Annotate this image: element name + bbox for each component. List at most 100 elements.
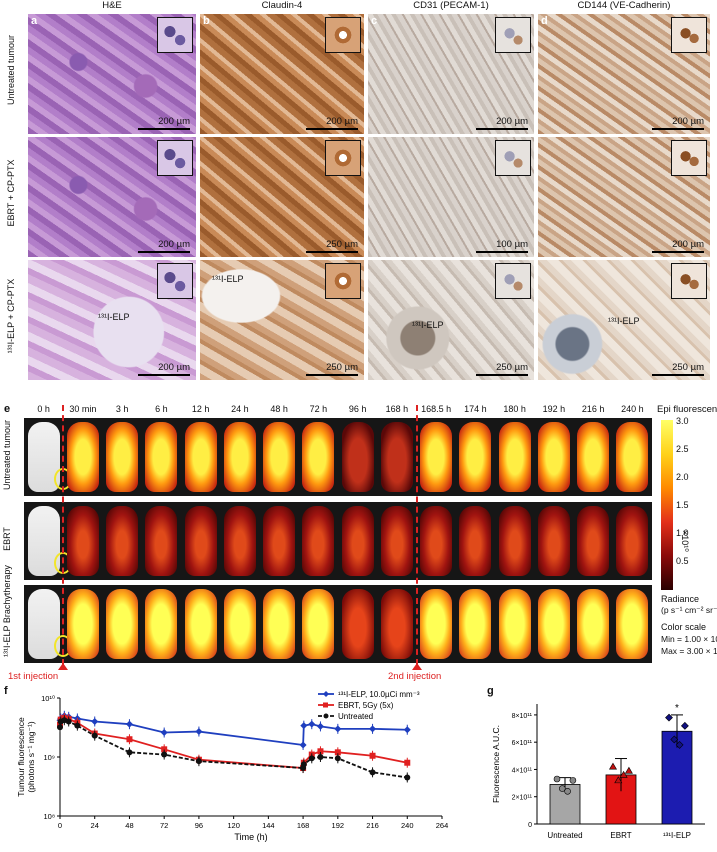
mouse-image <box>380 422 413 492</box>
data-point <box>91 732 98 739</box>
x-tick-label: 264 <box>436 821 449 830</box>
magnified-inset <box>671 263 707 299</box>
timepoint-label: 12 h <box>191 404 210 414</box>
timepoint-label: 24 h <box>231 404 249 414</box>
column-title: Claudin-4 <box>261 0 303 11</box>
mouse-image <box>498 422 531 492</box>
timepoint-label: 168 h <box>385 404 409 414</box>
mouse-image <box>498 506 531 576</box>
scale-bar-label: 250 µm <box>326 362 358 373</box>
x-tick-label: 216 <box>366 821 379 830</box>
mouse-image <box>459 422 492 492</box>
mouse-image <box>577 589 610 659</box>
color-scale-min: Min = 1.00 × 10⁹ <box>661 634 717 644</box>
mouse-image <box>263 506 296 576</box>
mouse-image <box>184 506 217 576</box>
data-point <box>126 749 133 756</box>
data-point <box>670 735 679 744</box>
data-point <box>369 725 377 733</box>
data-point <box>404 759 411 766</box>
micrograph-tile: c 200 µm <box>368 14 534 134</box>
histology-row-label: EBRT + CP-PTX <box>6 159 16 227</box>
data-point <box>316 722 324 730</box>
legend-marker <box>323 702 328 708</box>
micrograph-tile: 200 µm <box>28 137 196 257</box>
scale-bar: 250 µm <box>652 362 704 376</box>
mouse-image <box>302 589 335 659</box>
injection-label: 2nd injection <box>388 671 442 682</box>
mouse-image <box>145 589 178 659</box>
y-tick-label: 10⁹ <box>43 753 55 762</box>
legend-label: Untreated <box>338 712 373 721</box>
legend-label: EBRT, 5Gy (5x) <box>338 701 394 710</box>
y-tick-label: 10⁸ <box>43 812 55 821</box>
y-axis-label: Fluorescence A.U.C. <box>491 725 501 803</box>
imaging-row-label: Untreated tumour <box>2 419 12 490</box>
scale-bar-label: 250 µm <box>672 362 704 373</box>
significance-mark: * <box>675 703 679 714</box>
imaging-row-label: EBRT <box>2 527 12 551</box>
data-point <box>57 724 63 731</box>
timepoint-label: 168.5 h <box>421 404 452 414</box>
scale-bar: 100 µm <box>476 239 528 253</box>
x-tick-label: 144 <box>262 821 275 830</box>
column-title: CD31 (PECAM-1) <box>413 0 489 11</box>
mouse-image <box>498 589 531 659</box>
scale-bar-label: 200 µm <box>326 116 358 127</box>
mouse-image <box>184 422 217 492</box>
y-tick-label: 10¹⁰ <box>41 694 55 703</box>
mouse-image <box>537 422 570 492</box>
data-point <box>91 717 99 725</box>
mouse-image <box>106 422 139 492</box>
auc-bar-chart: 0 2×10¹¹ 4×10¹¹ 6×10¹¹ 8×10¹¹ Fluorescence A.… <box>491 703 705 840</box>
data-point <box>195 728 203 736</box>
micrograph-tile: 250 µm ¹³¹I-ELP <box>200 260 364 380</box>
injection-line <box>415 405 418 665</box>
panel-g-letter: g <box>487 685 494 697</box>
magnified-inset <box>157 263 193 299</box>
y-axis-label-line: (photons s⁻¹ mg⁻¹) <box>26 721 36 792</box>
colorbar <box>661 420 673 590</box>
timepoint-label: 192 h <box>542 404 566 414</box>
scale-bar-line <box>476 251 528 253</box>
mouse-image <box>106 506 139 576</box>
mouse-image <box>616 422 649 492</box>
x-tick-label: 48 <box>125 821 133 830</box>
imaging-row-label: ¹³¹I-ELP Brachytherapy <box>2 565 12 657</box>
mouse-image <box>66 506 99 576</box>
panel-letter: c <box>371 15 378 27</box>
mouse-image <box>341 589 374 659</box>
data-point <box>334 755 341 762</box>
scale-bar: 200 µm <box>652 239 704 253</box>
timepoint-label: 240 h <box>621 404 644 414</box>
y-tick-label: 8×10¹¹ <box>512 713 533 720</box>
mouse-image <box>577 506 610 576</box>
magnified-inset <box>325 140 361 176</box>
micrograph-tile: 200 µm ¹³¹I-ELP <box>28 260 196 380</box>
x-tick-label: 192 <box>332 821 345 830</box>
mouse-image <box>459 589 492 659</box>
data-point <box>369 752 376 759</box>
scale-bar-label: 200 µm <box>672 116 704 127</box>
series-line <box>59 716 408 770</box>
mouse-image <box>302 506 335 576</box>
scale-bar-line <box>138 251 190 253</box>
column-title: CD144 (VE-Cadherin) <box>577 0 671 11</box>
timepoint-label: 3 h <box>115 404 129 414</box>
y-tick-label: 2×10¹¹ <box>512 795 533 802</box>
panel-e-letter: e <box>4 403 11 415</box>
x-tick-label: 0 <box>58 821 62 830</box>
mouse-image <box>184 589 217 659</box>
data-point <box>665 713 673 722</box>
data-point <box>624 766 633 774</box>
scale-bar-label: 200 µm <box>158 362 190 373</box>
elp-label: ¹³¹I-ELP <box>98 312 130 322</box>
scale-bar-line <box>138 374 190 376</box>
colorbar-tick-label: 0.5 <box>676 556 689 566</box>
legend-marker <box>323 713 329 719</box>
micrograph-tile: 250 µm <box>200 137 364 257</box>
data-point <box>334 725 342 733</box>
data-point <box>334 749 341 756</box>
micrograph-tile: 250 µm ¹³¹I-ELP <box>538 260 710 380</box>
panel-letter: d <box>541 15 548 27</box>
